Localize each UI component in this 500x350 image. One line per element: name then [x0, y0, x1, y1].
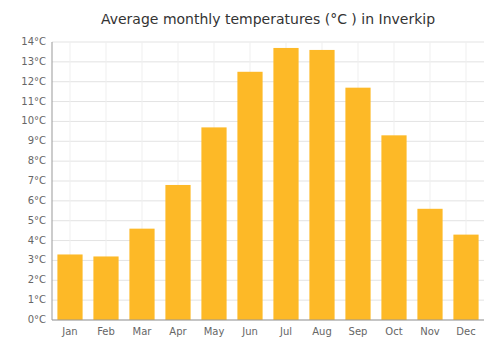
x-tick-label: Apr [169, 326, 187, 337]
bar [129, 229, 154, 320]
bar [309, 50, 334, 320]
bar [93, 256, 118, 320]
y-grid-line [52, 141, 484, 142]
x-tick-label: Oct [385, 326, 402, 337]
y-tick-label: 6°C [28, 195, 46, 206]
bar [57, 254, 82, 320]
axes: 0°C 1°C 2°C 3°C 4°C 5°C 6°C 7°C 8°C 9°C 10°C 11°C 12… [21, 36, 484, 337]
bars [57, 48, 478, 320]
y-grid-line [52, 61, 484, 62]
x-tick-label: Jul [279, 326, 292, 337]
y-grid-line [52, 81, 484, 82]
y-tick-label: 11°C [21, 96, 46, 107]
y-grid-line [52, 101, 484, 102]
y-tick-label: 5°C [28, 215, 46, 226]
y-tick-label: 4°C [28, 235, 46, 246]
y-grid-line [52, 200, 484, 201]
y-tick-label: 10°C [21, 115, 46, 126]
y-tick-label: 8°C [28, 155, 46, 166]
y-grid-line [52, 181, 484, 182]
y-tick-label: 13°C [21, 56, 46, 67]
chart-svg: 0°C 1°C 2°C 3°C 4°C 5°C 6°C 7°C 8°C 9°C 10°C 11°C 12… [0, 0, 500, 350]
x-tick-label: Jun [241, 326, 258, 337]
bar [237, 72, 262, 320]
bar [201, 127, 226, 320]
y-grid-line [52, 320, 484, 321]
x-tick-label: Jan [61, 326, 77, 337]
bar [417, 209, 442, 320]
x-axis-line [52, 320, 484, 321]
y-tick-label: 9°C [28, 135, 46, 146]
y-tick-label: 14°C [21, 36, 46, 47]
y-grid-line [52, 42, 484, 43]
y-grid-line [52, 121, 484, 122]
x-tick-label: Mar [133, 326, 153, 337]
x-tick-label: Dec [456, 326, 475, 337]
x-tick-label: Feb [97, 326, 115, 337]
bar [165, 185, 190, 320]
x-tick-label: Nov [420, 326, 440, 337]
y-tick-label: 2°C [28, 274, 46, 285]
chart-title: Average monthly temperatures (°C ) in In… [101, 11, 435, 27]
chart-container: 0°C 1°C 2°C 3°C 4°C 5°C 6°C 7°C 8°C 9°C 10°C 11°C 12… [0, 0, 500, 350]
y-tick-label: 7°C [28, 175, 46, 186]
y-tick-label: 3°C [28, 254, 46, 265]
x-tick-label: Sep [349, 326, 368, 337]
bar [453, 235, 478, 320]
x-tick-label: May [204, 326, 225, 337]
bar [345, 88, 370, 320]
y-tick-label: 0°C [28, 314, 46, 325]
x-tick-label: Aug [312, 326, 332, 337]
y-axis-line [52, 42, 53, 320]
y-tick-label: 12°C [21, 76, 46, 87]
y-grid-line [52, 161, 484, 162]
bar [273, 48, 298, 320]
grid [52, 42, 484, 320]
bar [381, 135, 406, 320]
y-tick-label: 1°C [28, 294, 46, 305]
